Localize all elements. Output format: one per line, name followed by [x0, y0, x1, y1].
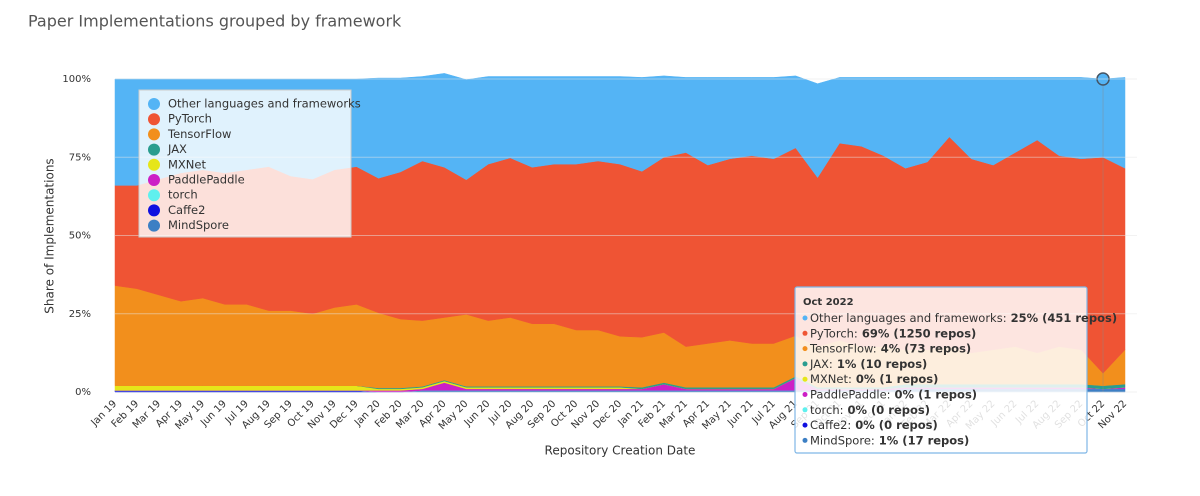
tooltip-dot — [802, 376, 808, 382]
tooltip-row: MindSpore: 1% (17 repos) — [810, 433, 969, 447]
tooltip-label: PyTorch: — [810, 326, 858, 340]
legend-label: Other languages and frameworks — [168, 97, 361, 111]
tooltip-dot — [802, 330, 808, 336]
tooltip-dot — [802, 407, 808, 413]
tooltip-dot — [802, 346, 808, 352]
legend-label: torch — [168, 188, 198, 202]
tooltip-dot — [802, 315, 808, 321]
legend-box — [138, 89, 352, 238]
tooltip-value: 4% (73 repos) — [881, 341, 972, 355]
tooltip-value: 0% (0 repos) — [855, 418, 938, 432]
tooltip-label: Caffe2: — [810, 418, 851, 432]
tooltip-row: JAX: 1% (10 repos) — [809, 356, 927, 370]
tooltip-row: PaddlePaddle: 0% (1 repos) — [810, 387, 977, 401]
legend-label: PyTorch — [168, 112, 212, 126]
legend-label: Caffe2 — [168, 203, 205, 217]
tooltip-value: 1% (17 repos) — [879, 433, 970, 447]
tooltip-label: PaddlePaddle: — [810, 387, 891, 401]
tooltip-box — [794, 286, 1088, 454]
x-axis-title: Repository Creation Date — [545, 444, 696, 458]
tooltip-label: Other languages and frameworks: — [810, 311, 1007, 325]
tooltip-label: TensorFlow: — [809, 341, 877, 355]
legend-swatch — [148, 128, 160, 141]
tooltip-dot — [802, 361, 808, 367]
tooltip-row: torch: 0% (0 repos) — [810, 402, 930, 416]
chart-title: Paper Implementations grouped by framewo… — [28, 12, 402, 31]
y-tick-label: 75% — [69, 152, 91, 163]
y-tick-label: 0% — [75, 387, 91, 398]
tooltip-value: 0% (1 repos) — [856, 372, 939, 386]
legend-swatch — [148, 204, 160, 217]
tooltip-dot — [802, 422, 808, 428]
tooltip-label: MindSpore: — [810, 433, 875, 447]
legend-swatch — [148, 143, 160, 156]
y-tick-label: 100% — [62, 74, 91, 85]
tooltip-value: 69% (1250 repos) — [862, 326, 977, 340]
legend-swatch — [148, 113, 160, 126]
tooltip-row: Other languages and frameworks: 25% (451 … — [810, 311, 1117, 325]
tooltip-row: Caffe2: 0% (0 repos) — [810, 418, 938, 432]
legend-swatch — [148, 189, 160, 202]
y-tick-label: 50% — [69, 231, 91, 242]
tooltip-label: MXNet: — [810, 372, 852, 386]
legend-swatch — [148, 174, 160, 186]
tooltip-value: 0% (1 repos) — [895, 387, 978, 401]
tooltip-label: torch: — [810, 402, 844, 416]
tooltip-dot — [802, 437, 808, 443]
legend-label: PaddlePaddle — [168, 173, 245, 187]
y-axis-title: Share of Implementations — [43, 158, 57, 313]
tooltip-value: 0% (0 repos) — [848, 402, 931, 416]
legend-swatch — [148, 98, 160, 110]
tooltip-row: MXNet: 0% (1 repos) — [810, 372, 938, 386]
legend-label: MindSpore — [168, 218, 229, 232]
tooltip-title: Oct 2022 — [803, 297, 854, 308]
tooltip-row: PyTorch: 69% (1250 repos) — [810, 326, 976, 340]
tooltip-value: 1% (10 repos) — [837, 356, 928, 370]
tooltip-label: JAX: — [809, 356, 833, 370]
legend-label: JAX — [167, 142, 187, 156]
y-tick-label: 25% — [69, 309, 91, 320]
tooltip-dot — [802, 392, 808, 397]
tooltip-value: 25% (451 repos) — [1011, 311, 1118, 325]
legend-label: MXNet — [168, 157, 206, 171]
legend-label: TensorFlow — [167, 127, 231, 141]
legend-swatch — [148, 219, 160, 232]
legend-swatch — [148, 158, 160, 171]
tooltip-row: TensorFlow: 4% (73 repos) — [809, 341, 971, 355]
